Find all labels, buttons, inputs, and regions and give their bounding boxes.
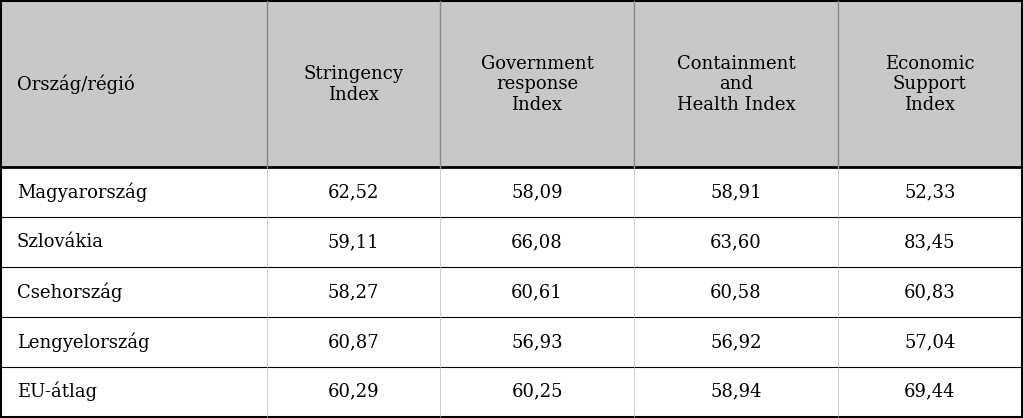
Bar [440, 217, 634, 267]
Text: EU-átlag: EU-átlag [16, 382, 97, 401]
Bar [440, 367, 634, 417]
Bar [1, 317, 267, 367]
Text: 58,09: 58,09 [512, 184, 563, 201]
Bar [440, 267, 634, 317]
Bar [634, 367, 838, 417]
Text: 66,08: 66,08 [512, 233, 563, 251]
Bar [1, 267, 267, 317]
Text: Szlovákia: Szlovákia [16, 233, 103, 251]
Text: Csehország: Csehország [16, 282, 122, 302]
Bar [440, 317, 634, 367]
Text: 83,45: 83,45 [904, 233, 955, 251]
Bar [634, 217, 838, 267]
Bar [1, 168, 267, 217]
Text: Ország/régió: Ország/régió [16, 75, 134, 94]
Bar [267, 267, 440, 317]
Bar [267, 367, 440, 417]
Bar [1, 1, 267, 168]
Text: 58,27: 58,27 [327, 283, 380, 301]
Text: 59,11: 59,11 [327, 233, 380, 251]
Text: 58,94: 58,94 [710, 383, 762, 401]
Text: Government
response
Index: Government response Index [481, 55, 593, 114]
Text: 58,91: 58,91 [710, 184, 762, 201]
Bar [267, 217, 440, 267]
Text: 56,92: 56,92 [710, 333, 762, 351]
Text: Stringency
Index: Stringency Index [304, 65, 403, 104]
Text: 60,29: 60,29 [327, 383, 380, 401]
Bar [267, 168, 440, 217]
Bar [634, 1, 838, 168]
Text: Magyarország: Magyarország [16, 183, 147, 202]
Bar [267, 1, 440, 168]
Bar [838, 367, 1022, 417]
Text: Lengyelország: Lengyelország [16, 332, 149, 352]
Bar [634, 317, 838, 367]
Text: 63,60: 63,60 [710, 233, 762, 251]
Bar [634, 168, 838, 217]
Bar [634, 267, 838, 317]
Text: 69,44: 69,44 [904, 383, 955, 401]
Text: Economic
Support
Index: Economic Support Index [885, 55, 975, 114]
Bar [440, 1, 634, 168]
Text: 60,61: 60,61 [512, 283, 563, 301]
Text: 60,83: 60,83 [904, 283, 955, 301]
Text: 62,52: 62,52 [327, 184, 380, 201]
Text: Containment
and
Health Index: Containment and Health Index [676, 55, 795, 114]
Bar [838, 317, 1022, 367]
Text: 52,33: 52,33 [904, 184, 955, 201]
Text: 60,87: 60,87 [327, 333, 380, 351]
Bar [1, 367, 267, 417]
Bar [267, 317, 440, 367]
Bar [440, 168, 634, 217]
Bar [1, 217, 267, 267]
Bar [838, 1, 1022, 168]
Bar [838, 168, 1022, 217]
Text: 60,25: 60,25 [512, 383, 563, 401]
Text: 60,58: 60,58 [710, 283, 762, 301]
Bar [838, 217, 1022, 267]
Text: 56,93: 56,93 [512, 333, 563, 351]
Text: 57,04: 57,04 [904, 333, 955, 351]
Bar [838, 267, 1022, 317]
